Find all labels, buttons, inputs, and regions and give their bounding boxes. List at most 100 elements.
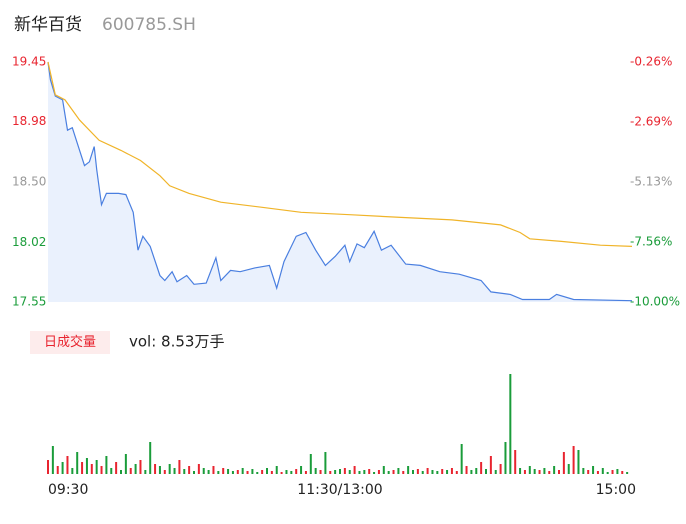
volume-bar [275, 466, 278, 474]
volume-bar [460, 444, 463, 474]
volume-bar [626, 472, 629, 474]
volume-bar [407, 466, 410, 474]
volume-bar [387, 471, 390, 474]
volume-bar [197, 464, 200, 474]
volume-bar [314, 468, 317, 474]
y-tick-label: 18.50 [12, 175, 46, 189]
volume-bar [246, 471, 249, 474]
volume-bar [470, 470, 473, 474]
volume-bar [85, 458, 88, 474]
volume-bar [163, 470, 166, 474]
volume-bar [212, 466, 215, 474]
volume-bar [139, 460, 142, 474]
volume-bar [178, 460, 181, 474]
y-tick-label: 17.55 [12, 295, 46, 309]
volume-bar [558, 470, 560, 474]
y2-tick-label: -10.00% [630, 295, 680, 309]
volume-bar [47, 460, 49, 474]
volume-bar [480, 462, 483, 474]
volume-bar [309, 454, 312, 474]
volume-bar [261, 470, 264, 474]
volume-bar [436, 471, 439, 474]
stock-name: 新华百货 [14, 15, 82, 35]
volume-bar [334, 470, 337, 474]
volume-bar [538, 470, 541, 474]
volume-bar [489, 456, 492, 474]
volume-bar [115, 462, 118, 474]
volume-bar [154, 464, 157, 474]
volume-label: 日成交量 [44, 334, 96, 350]
volume-bar [231, 471, 234, 474]
volume-bar [173, 468, 176, 474]
volume-bar [149, 442, 152, 474]
x-tick-label: 11:30/13:00 [297, 482, 382, 498]
line [47, 61, 633, 302]
volume-bar [343, 468, 346, 474]
volume-bar [548, 471, 551, 474]
volume-bar [416, 469, 419, 474]
volume-bar [596, 471, 599, 474]
volume-bar [382, 466, 385, 474]
y2-tick-label: -7.56% [630, 234, 672, 248]
volume-bar [61, 462, 64, 474]
volume-bar [504, 442, 507, 474]
volume-bar [523, 470, 526, 474]
volume-bar [567, 464, 570, 474]
volume-bar [129, 468, 132, 474]
volume-bar [601, 468, 604, 474]
volume-bar [71, 468, 74, 474]
volume-bar [217, 471, 220, 474]
volume-bar [611, 470, 614, 474]
volume-bar [392, 470, 395, 474]
y-tick-label: 19.45 [12, 55, 46, 69]
volume-bar [377, 470, 380, 474]
volume-bar [236, 470, 239, 474]
y-tick-label: 18.02 [12, 235, 46, 249]
volume-bar [256, 472, 259, 474]
y2-tick-label: -5.13% [630, 175, 672, 189]
volume-bar [441, 469, 444, 474]
volume-bar [227, 469, 230, 474]
volume-bar [168, 464, 171, 474]
volume-bar [358, 471, 361, 474]
volume-bar [81, 462, 84, 474]
volume-bar [100, 466, 103, 474]
volume-bar [509, 374, 512, 474]
volume-bar [110, 468, 113, 474]
volume-bar [373, 472, 376, 474]
volume-bar [66, 456, 69, 474]
volume-bar [592, 466, 595, 474]
volume-bar [616, 469, 619, 474]
volume-bar [606, 472, 609, 474]
volume-bar [499, 464, 502, 474]
volume-label-box [30, 331, 110, 354]
volume-bar [158, 466, 161, 474]
volume-bar [270, 471, 273, 474]
volume-bar [134, 464, 137, 474]
volume-bar [90, 464, 93, 474]
volume-bar [202, 468, 205, 474]
volume-bar [300, 466, 303, 474]
volume-bar [295, 469, 298, 474]
volume-bar [105, 456, 108, 474]
volume-bar [582, 468, 585, 474]
volume-bar [329, 471, 332, 474]
volume-text: vol: 8.53万手 [129, 333, 224, 351]
volume-bar [76, 452, 79, 474]
volume-bar [494, 470, 497, 474]
volume-bar [485, 469, 487, 474]
volume-bar [446, 470, 449, 474]
volume-bar [519, 468, 522, 474]
y-tick-label: 18.98 [12, 114, 46, 128]
volume-bar [319, 470, 322, 474]
volume-bar [450, 468, 453, 474]
volume-bar [51, 446, 54, 474]
volume-bar [188, 466, 191, 474]
volume-bar [475, 468, 478, 474]
volume-bar [412, 470, 414, 474]
volume-bar [251, 469, 254, 474]
volume-bar [465, 466, 468, 474]
volume-bar [621, 471, 624, 474]
volume-bar [348, 470, 351, 474]
